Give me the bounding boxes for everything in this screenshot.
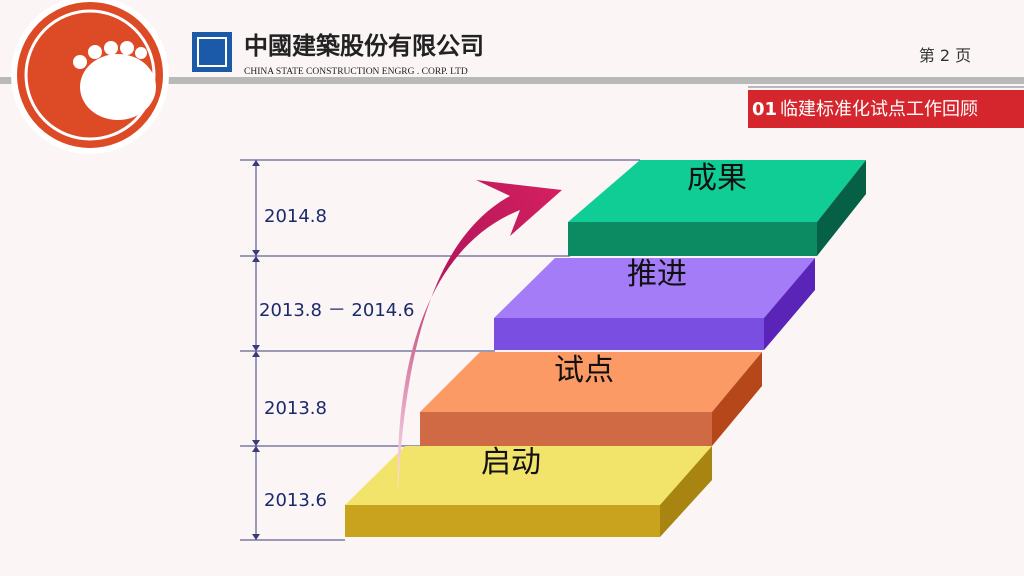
step-top (568, 160, 866, 222)
section-number: 01 (752, 99, 777, 120)
step-labels: 成果 推进 试点 启动 (481, 161, 747, 480)
page-number: 第 2 页 (919, 46, 971, 65)
logo-toe (135, 47, 147, 59)
logo-toe (104, 41, 118, 55)
arrowhead (252, 160, 260, 540)
step-front (494, 318, 764, 350)
arrowheads (252, 160, 260, 540)
logo-ring (24, 9, 156, 141)
step-top (494, 258, 815, 318)
step-yellow (345, 446, 712, 537)
step-top (420, 352, 762, 412)
header-line (0, 77, 1024, 84)
company-cn: 中國建築股份有限公司 (244, 32, 484, 60)
section-bar (748, 90, 1024, 128)
section-line (748, 86, 1024, 88)
step-front (345, 505, 660, 537)
step-purple (494, 258, 815, 350)
step-top (345, 446, 712, 505)
step-side (817, 160, 866, 256)
logo-toe (120, 41, 134, 55)
company-logo-mark (197, 37, 227, 67)
step-orange (420, 352, 762, 446)
step-side (712, 352, 762, 446)
period-label: 2013.6 (264, 490, 327, 511)
step-label: 推进 (627, 257, 687, 292)
step-front (420, 412, 712, 446)
period-label: 2013.8 － 2014.6 (259, 300, 414, 321)
logo-toe (73, 55, 87, 69)
company-en: CHINA STATE CONSTRUCTION ENGRG . CORP. L… (244, 67, 468, 77)
section-title: 临建标准化试点工作回顾 (780, 99, 978, 120)
period-label: 2014.8 (264, 206, 327, 227)
period-label: 2013.8 (264, 398, 327, 419)
period-labels: 2014.8 2013.8 － 2014.6 2013.8 2013.6 (259, 206, 414, 511)
step-side (764, 258, 815, 350)
step-green (568, 160, 866, 256)
logo-foot (80, 54, 156, 120)
step-front (568, 222, 817, 256)
step-label: 成果 (687, 161, 747, 196)
step-label: 启动 (481, 445, 541, 480)
step-side (660, 446, 712, 537)
logo-toe (88, 45, 102, 59)
step-label: 试点 (554, 353, 614, 388)
